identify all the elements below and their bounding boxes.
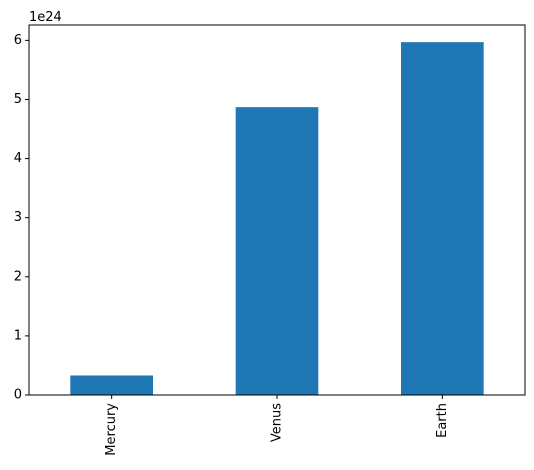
x-tick-label: Earth [435,403,450,438]
y-tick-label: 1 [14,328,22,343]
bar-venus [235,107,319,395]
axes-frame [28,24,526,396]
x-tick-label: Venus [270,403,285,442]
x-axis: Mercury Venus Earth [104,395,450,456]
x-tick-label: Mercury [104,403,119,456]
y-tick-label: 2 [14,269,22,284]
y-tick-label: 6 [14,33,22,48]
y-tick-label: 0 [14,388,22,403]
y-tick-label: 4 [14,151,22,166]
bar-mercury [70,375,153,395]
y-tick-label: 5 [14,92,22,107]
y-tick-label: 3 [14,210,22,225]
y-axis: 0 1 2 3 4 5 6 [14,33,29,403]
y-axis-offset-label: 1e24 [29,10,62,25]
bars-group [70,42,484,396]
bar-earth [401,42,484,396]
